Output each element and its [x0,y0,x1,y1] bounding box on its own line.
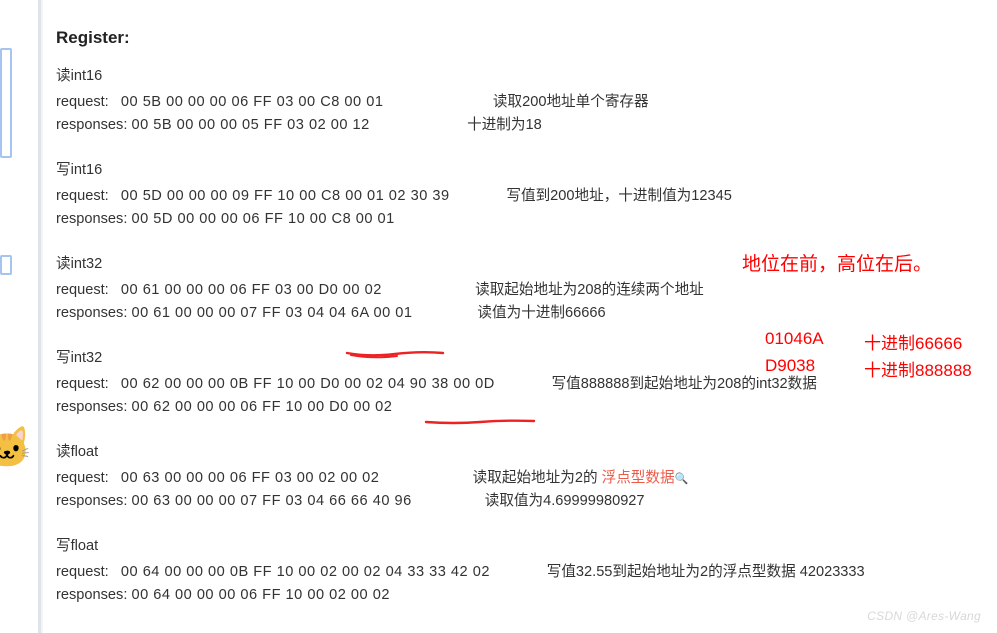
response-bytes: 00 62 00 00 00 06 FF 10 00 D0 00 02 [131,396,392,419]
scrollbar-fragment [0,48,12,158]
annotation-hex-1: 01046A [765,329,824,349]
annotation-endian: 地位在前，高位在后。 [742,249,932,276]
response-row: responses: 00 61 00 00 00 07 FF 03 04 04… [56,302,997,325]
annotation-hex-2: D9038 [765,356,815,376]
request-comment-prefix: 读取起始地址为2的 [473,467,602,490]
request-row: request: 00 62 00 00 00 0B FF 10 00 D0 0… [56,373,997,396]
gap [450,185,507,208]
response-bytes: 00 5B 00 00 00 05 FF 03 02 00 12 [131,114,369,137]
gap [379,467,472,490]
response-row: responses: 00 5D 00 00 00 06 FF 10 00 C8… [56,208,997,231]
underline-read-int32 [345,349,445,355]
float-type-link[interactable]: 浮点型数据 [602,467,675,490]
request-bytes: 00 5B 00 00 00 06 FF 03 00 C8 00 01 [121,91,384,114]
request-row: request: 00 5B 00 00 00 06 FF 03 00 C8 0… [56,91,997,114]
request-row: request: 00 61 00 00 00 06 FF 03 00 D0 0… [56,279,997,302]
register-heading: Register: [56,24,997,51]
request-label: request: [56,279,121,302]
annotation-dec-2: 十进制888888 [864,356,972,381]
request-bytes: 00 5D 00 00 00 09 FF 10 00 C8 00 01 02 3… [121,185,450,208]
response-label: responses: [56,208,131,231]
request-bytes: 00 63 00 00 00 06 FF 03 00 02 00 02 [121,467,380,490]
content-area: Register: 读int16 request: 00 5B 00 00 00… [56,24,997,629]
section-read-float: 读float request: 00 63 00 00 00 06 FF 03 … [56,441,997,513]
response-comment: 读取值为4.69999980927 [485,490,645,513]
left-panel-edge [0,0,43,633]
request-comment: 写值到200地址，十进制值为12345 [506,185,731,208]
response-comment: 十进制为18 [467,114,542,137]
request-bytes: 00 64 00 00 00 0B FF 10 00 02 00 02 04 3… [121,561,490,584]
request-label: request: [56,373,121,396]
divider-line [41,0,43,633]
section-title: 读float [56,441,997,464]
gap [383,91,492,114]
response-label: responses: [56,396,131,419]
annotation-dec-1: 十进制66666 [864,329,962,354]
response-row: responses: 00 64 00 00 00 06 FF 10 00 02… [56,584,997,607]
section-title: 写int16 [56,159,997,182]
search-icon[interactable]: 🔍 [675,471,689,489]
section-title: 写int32 [56,347,997,370]
section-write-int32: 写int32 request: 00 62 00 00 00 0B FF 10 … [56,347,997,419]
response-label: responses: [56,490,131,513]
gap [413,302,478,325]
response-label: responses: [56,584,131,607]
response-row: responses: 00 62 00 00 00 06 FF 10 00 D0… [56,396,997,419]
request-comment: 读取200地址单个寄存器 [493,91,649,114]
request-label: request: [56,91,121,114]
request-label: request: [56,185,121,208]
watermark: CSDN @Ares-Wang [867,609,981,623]
gap [412,490,485,513]
gap [370,114,467,137]
request-comment: 读取起始地址为208的连续两个地址 [475,279,704,302]
response-comment: 读值为十进制66666 [477,302,605,325]
request-comment: 写值32.55到起始地址为2的浮点型数据 42023333 [547,561,865,584]
request-label: request: [56,561,121,584]
response-bytes: 00 63 00 00 00 07 FF 03 04 66 66 40 96 [131,490,411,513]
scrollbar-fragment [0,255,12,275]
response-bytes: 00 5D 00 00 00 06 FF 10 00 C8 00 01 [131,208,394,231]
response-bytes: 00 61 00 00 00 07 FF 03 04 04 6A 00 01 [131,302,412,325]
response-row: responses: 00 5B 00 00 00 05 FF 03 02 00… [56,114,997,137]
section-read-int16: 读int16 request: 00 5B 00 00 00 06 FF 03 … [56,65,997,137]
request-bytes: 00 61 00 00 00 06 FF 03 00 D0 00 02 [121,279,382,302]
response-row: responses: 00 63 00 00 00 07 FF 03 04 66… [56,490,997,513]
underline-write-int32 [424,418,536,424]
response-label: responses: [56,114,131,137]
response-bytes: 00 64 00 00 00 06 FF 10 00 02 00 02 [131,584,390,607]
section-write-int16: 写int16 request: 00 5D 00 00 00 09 FF 10 … [56,159,997,231]
response-label: responses: [56,302,131,325]
request-bytes: 00 62 00 00 00 0B FF 10 00 D0 00 02 04 9… [121,373,495,396]
section-title: 读int16 [56,65,997,88]
section-title: 写float [56,535,997,558]
section-write-float: 写float request: 00 64 00 00 00 0B FF 10 … [56,535,997,607]
request-row: request: 00 64 00 00 00 0B FF 10 00 02 0… [56,561,997,584]
cat-emoji: 🐱 [0,424,32,471]
gap [382,279,475,302]
request-label: request: [56,467,121,490]
gap [495,373,552,396]
request-row: request: 00 63 00 00 00 06 FF 03 00 02 0… [56,467,997,490]
request-row: request: 00 5D 00 00 00 09 FF 10 00 C8 0… [56,185,997,208]
gap [490,561,547,584]
request-comment: 写值888888到起始地址为208的int32数据 [552,373,817,396]
